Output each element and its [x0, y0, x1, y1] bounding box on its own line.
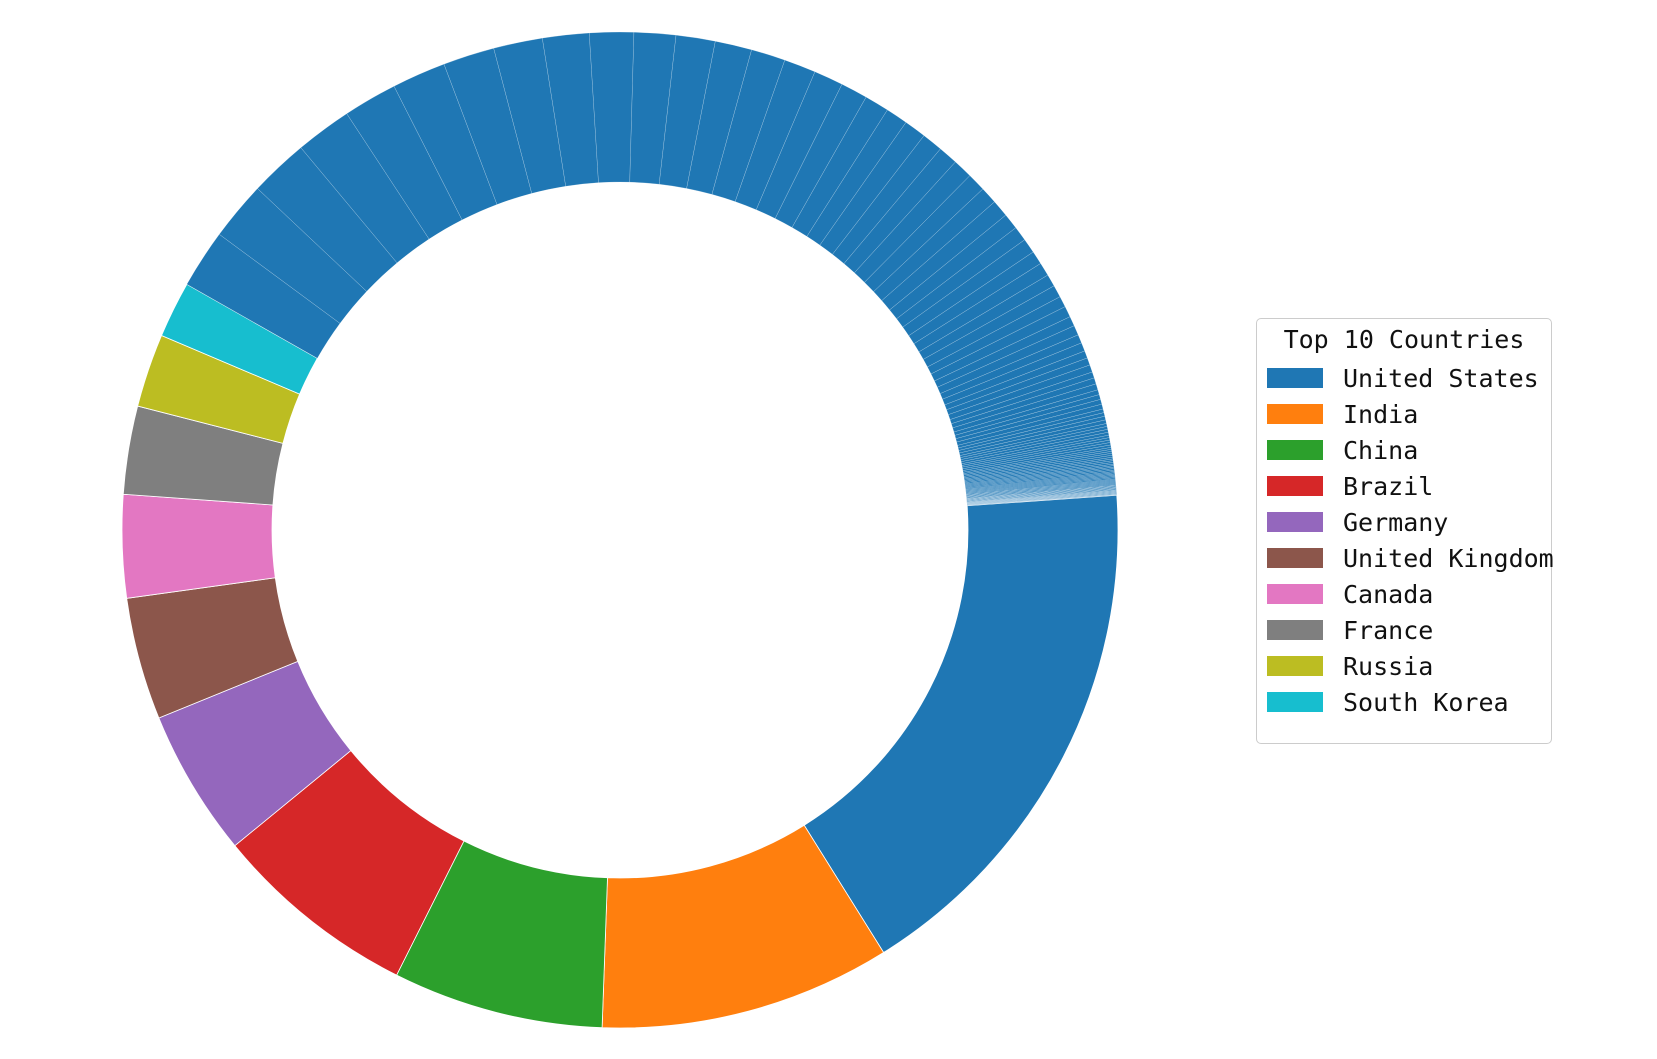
legend-label: South Korea [1343, 687, 1509, 717]
legend-item: United States [1267, 361, 1539, 395]
legend-label: France [1343, 615, 1434, 645]
legend-label: China [1343, 435, 1419, 465]
legend-item: United Kingdom [1267, 541, 1554, 575]
legend-label: Brazil [1343, 471, 1434, 501]
legend-label: India [1343, 399, 1419, 429]
legend-swatch [1267, 368, 1323, 388]
legend-item: India [1267, 397, 1418, 431]
legend: Top 10 Countries United States India China… [1256, 318, 1554, 744]
legend-item: Russia [1267, 649, 1433, 683]
legend-item: South Korea [1267, 685, 1509, 719]
legend-label: Russia [1343, 651, 1434, 681]
legend-swatch [1267, 584, 1323, 604]
legend-item: China [1267, 433, 1418, 467]
legend-swatch [1267, 548, 1323, 568]
legend-swatch [1267, 620, 1323, 640]
legend-swatch [1267, 440, 1323, 460]
legend-item: Germany [1267, 505, 1448, 539]
legend-swatch [1267, 512, 1323, 532]
legend-label: Germany [1343, 507, 1449, 537]
legend-item: Canada [1267, 577, 1433, 611]
donut-slices [121, 31, 1119, 1029]
legend-item: Brazil [1267, 469, 1433, 503]
slice-other-107 [966, 494, 1117, 506]
legend-title: Top 10 Countries [1283, 325, 1525, 354]
legend-swatch [1267, 476, 1323, 496]
legend-swatch [1267, 656, 1323, 676]
legend-label: United States [1343, 363, 1539, 393]
legend-label: Canada [1343, 579, 1434, 609]
slice-united-states [803, 494, 1119, 954]
legend-swatch [1267, 404, 1323, 424]
legend-swatch [1267, 692, 1323, 712]
legend-item: France [1267, 613, 1433, 647]
legend-label: United Kingdom [1343, 543, 1554, 573]
